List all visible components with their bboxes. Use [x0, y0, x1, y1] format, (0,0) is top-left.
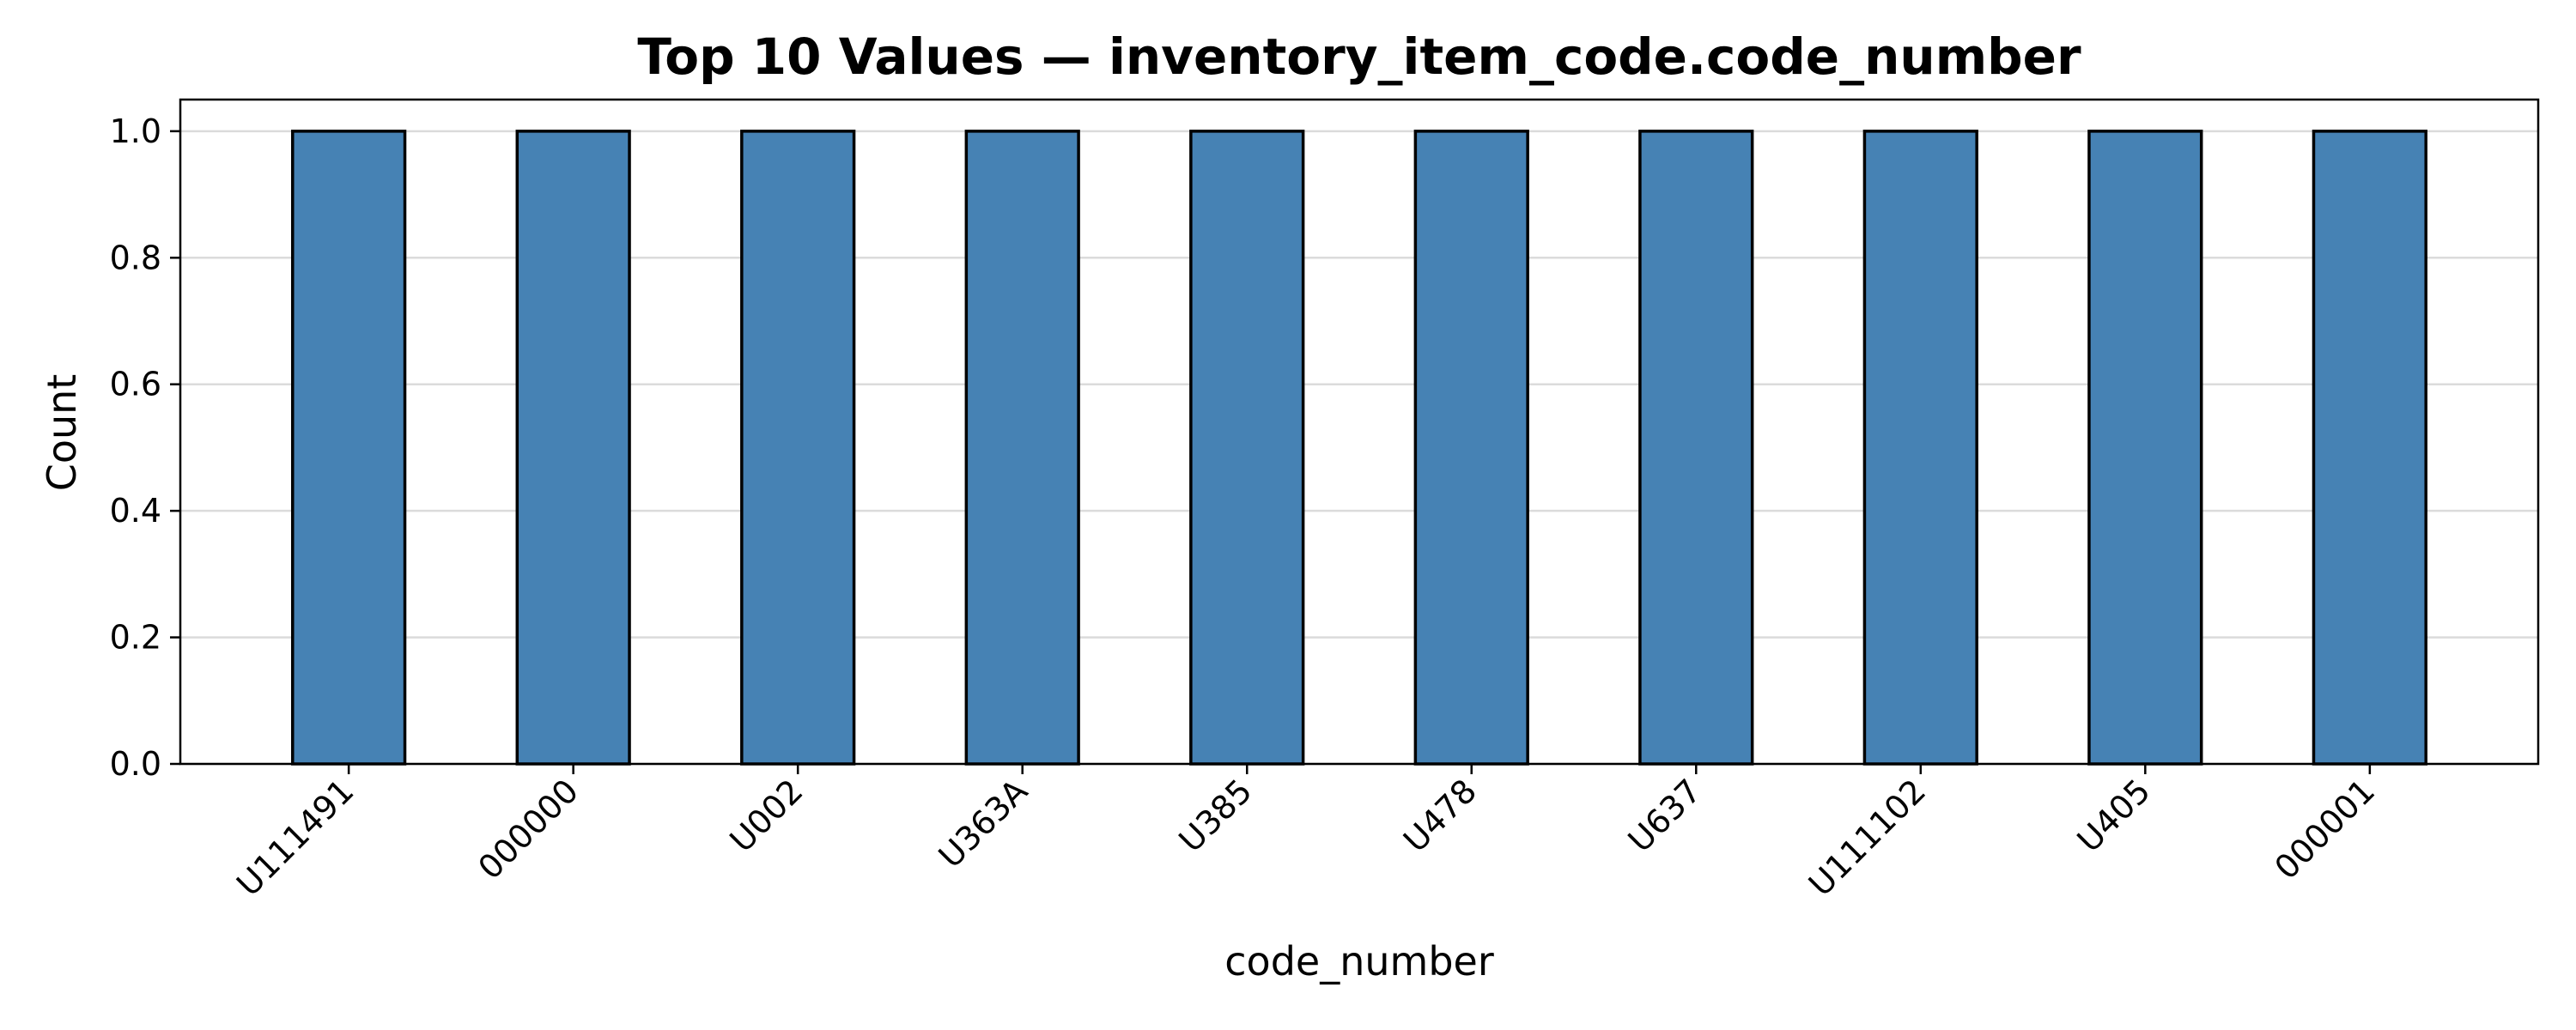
- y-tick-label: 0.6: [110, 366, 161, 403]
- x-tick-label: U478: [1396, 772, 1484, 859]
- chart-title: Top 10 Values — inventory_item_code.code…: [637, 27, 2081, 86]
- bar-U111102: [1862, 130, 1978, 766]
- x-tick-label: 000001: [2268, 772, 2383, 887]
- y-tick-label: 0.4: [110, 492, 161, 530]
- x-tick-label: 000000: [471, 772, 586, 887]
- bar-U363A: [964, 130, 1080, 766]
- x-axis-ticks: U111491 000000 U002 U363A U385 U478 U637 U11110…: [229, 764, 2382, 904]
- x-axis-label: code_number: [1224, 938, 1494, 985]
- x-tick-label: U637: [1621, 772, 1709, 859]
- bar-U478: [1413, 130, 1529, 766]
- bars: [291, 130, 2427, 766]
- x-tick-label: U111102: [1801, 772, 1933, 903]
- bar-U002: [740, 130, 856, 766]
- y-axis-label: Count: [39, 374, 85, 492]
- x-tick-label: U111491: [229, 772, 361, 903]
- bar-000001: [2312, 130, 2427, 766]
- bar-U405: [2087, 130, 2203, 766]
- y-tick-label: 0.2: [110, 619, 161, 657]
- x-tick-label: U002: [722, 772, 810, 859]
- x-tick-label: U405: [2070, 772, 2158, 859]
- y-axis-ticks: 0.0 0.2 0.4 0.6 0.8 1.0: [110, 112, 180, 783]
- y-tick-label: 1.0: [110, 112, 161, 150]
- y-tick-label: 0.0: [110, 745, 161, 783]
- bar-U385: [1189, 130, 1305, 766]
- x-tick-label: U363A: [932, 772, 1035, 875]
- x-tick-label: U385: [1172, 772, 1260, 859]
- bar-U111491: [291, 130, 407, 766]
- plot-area-frame: [179, 98, 2540, 766]
- bar-000000: [515, 130, 631, 766]
- y-tick-label: 0.8: [110, 239, 161, 276]
- bar-U637: [1638, 130, 1754, 766]
